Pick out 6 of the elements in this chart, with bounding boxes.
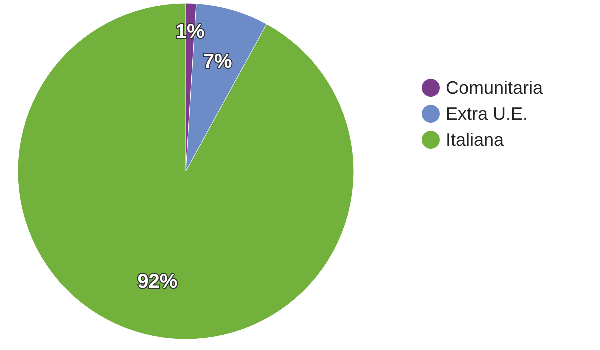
data-label: 1% (176, 21, 206, 44)
data-label: 92% (138, 271, 178, 294)
legend-label: Extra U.E. (446, 104, 528, 124)
legend-label: Comunitaria (446, 78, 544, 98)
data-label: 7% (203, 50, 233, 73)
legend-label: Italiana (446, 130, 506, 150)
